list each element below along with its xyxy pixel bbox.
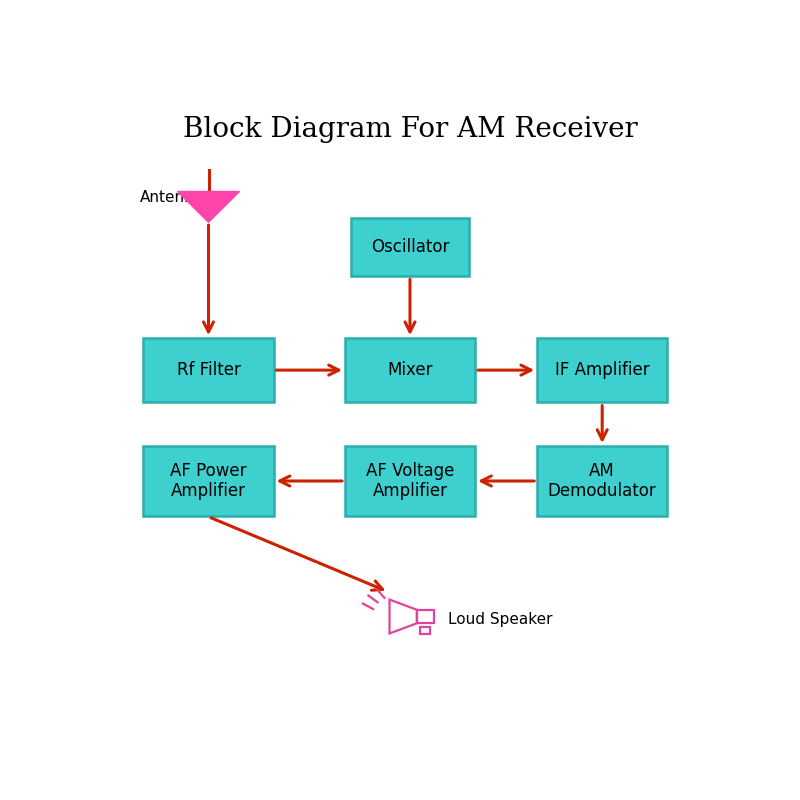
- Text: Block Diagram For AM Receiver: Block Diagram For AM Receiver: [182, 116, 638, 143]
- Text: Antenna: Antenna: [140, 190, 205, 205]
- Polygon shape: [390, 599, 417, 634]
- Text: Loud Speaker: Loud Speaker: [447, 613, 552, 627]
- FancyBboxPatch shape: [417, 610, 434, 622]
- Text: Oscillator: Oscillator: [371, 238, 449, 256]
- Text: AM
Demodulator: AM Demodulator: [548, 462, 657, 501]
- Text: AF Voltage
Amplifier: AF Voltage Amplifier: [366, 462, 454, 501]
- FancyBboxPatch shape: [143, 446, 274, 517]
- Text: Rf Filter: Rf Filter: [177, 361, 241, 379]
- Text: IF Amplifier: IF Amplifier: [555, 361, 650, 379]
- FancyBboxPatch shape: [345, 446, 475, 517]
- FancyBboxPatch shape: [420, 626, 430, 634]
- FancyBboxPatch shape: [351, 218, 469, 276]
- Text: Mixer: Mixer: [387, 361, 433, 379]
- Polygon shape: [178, 191, 239, 222]
- FancyBboxPatch shape: [537, 446, 667, 517]
- FancyBboxPatch shape: [345, 338, 475, 402]
- FancyBboxPatch shape: [537, 338, 667, 402]
- FancyBboxPatch shape: [143, 338, 274, 402]
- Text: AF Power
Amplifier: AF Power Amplifier: [170, 462, 246, 501]
